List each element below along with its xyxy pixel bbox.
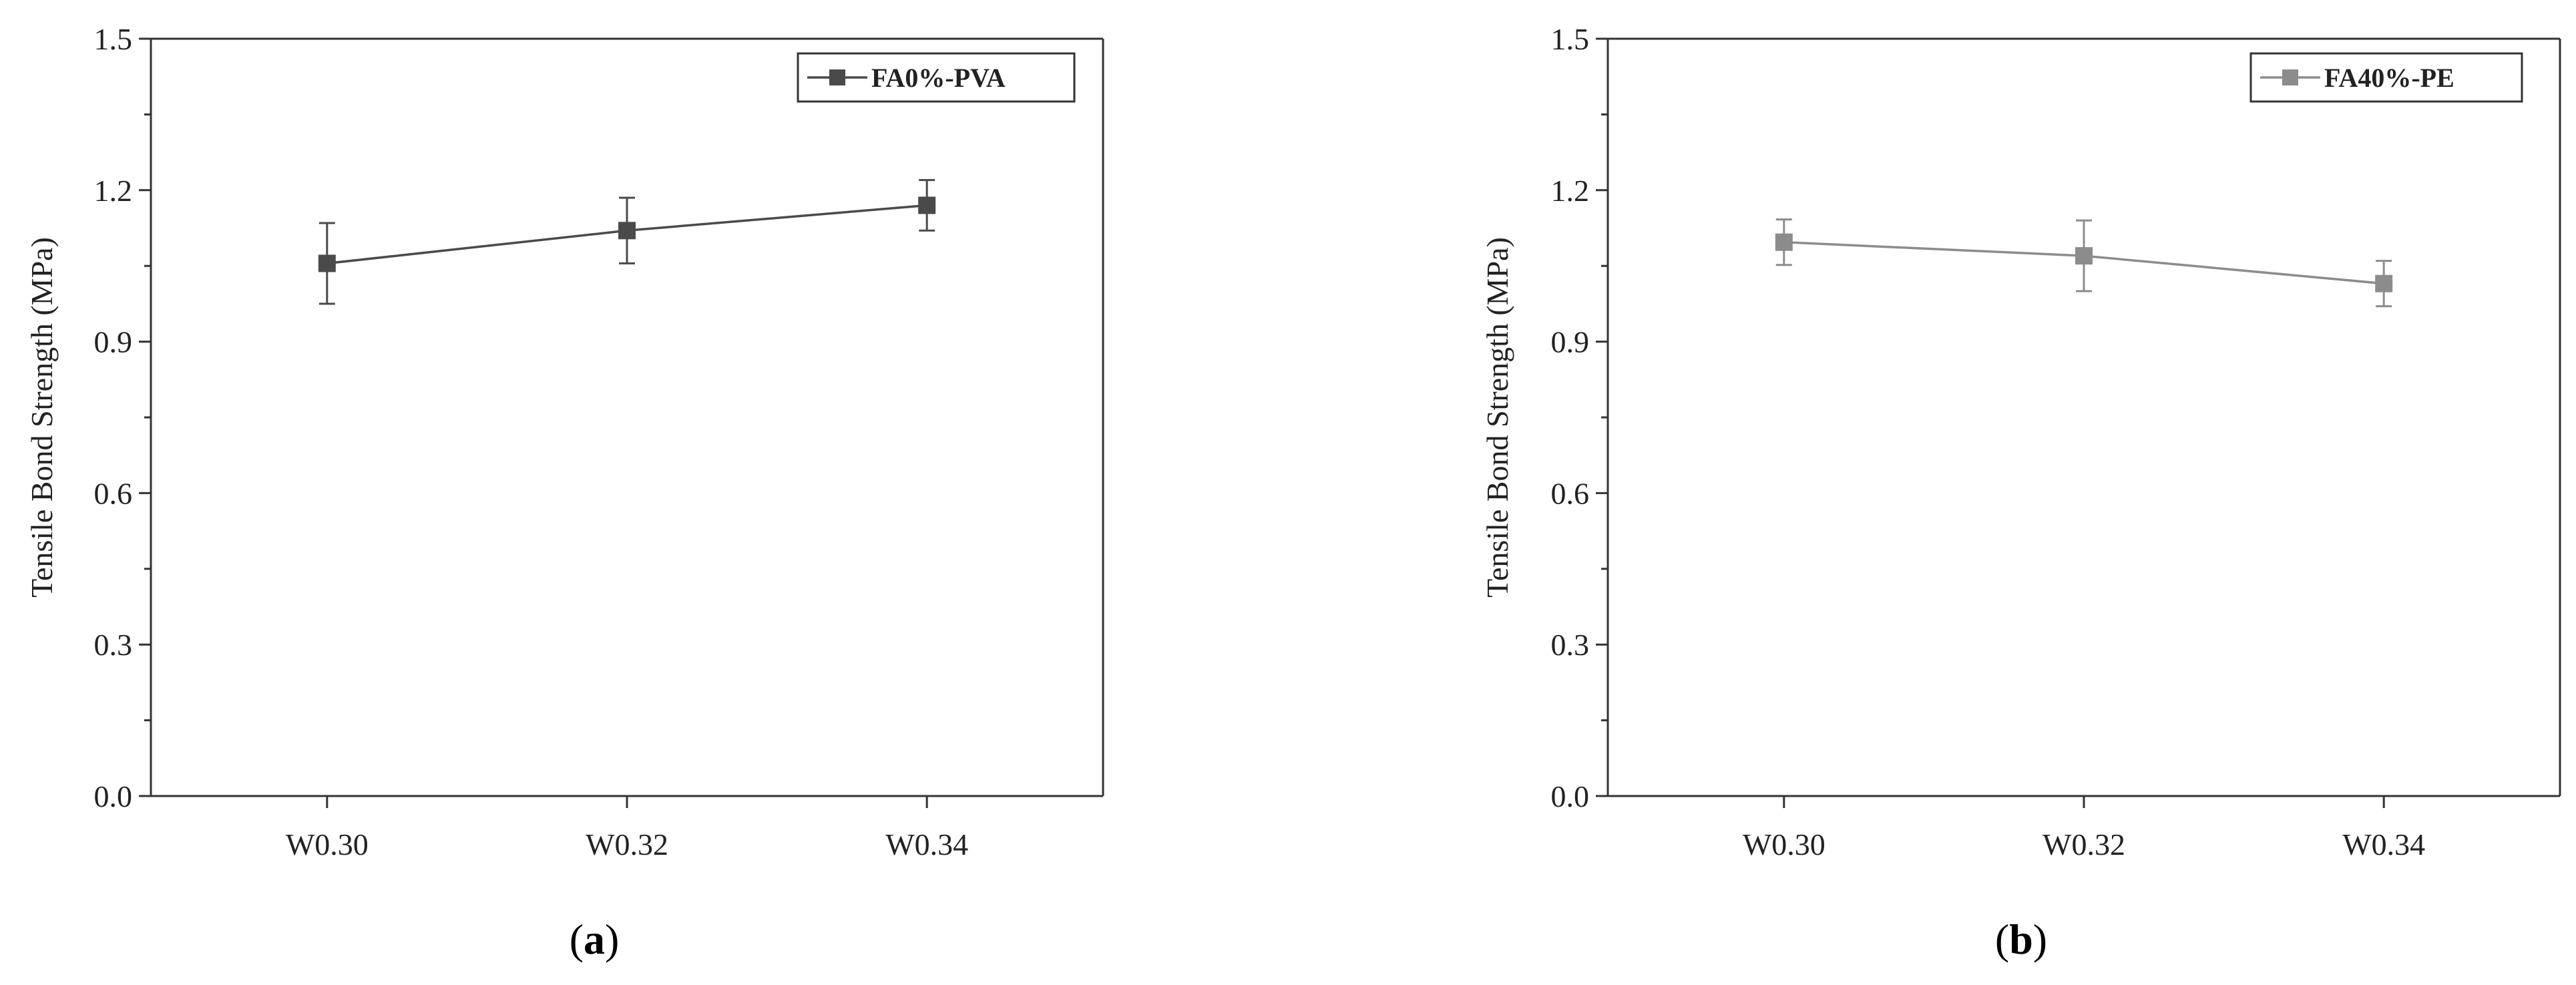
legend-marker bbox=[829, 69, 845, 85]
x-tick-label: W0.34 bbox=[2342, 827, 2425, 861]
chart-panel-a: 0.0 0.3 0.6 0.9 1.2 1.5 W0.30 W0.32 W0.34 Tensile… bbox=[25, 22, 1104, 963]
y-tick-label: 1.2 bbox=[1551, 174, 1590, 208]
y-tick-label: 0.0 bbox=[94, 779, 133, 813]
data-point bbox=[2075, 247, 2093, 265]
chart-panel-b: 0.0 0.3 0.6 0.9 1.2 1.5 W0.30 W0.32 W0.34 Tensile… bbox=[1480, 22, 2561, 963]
y-tick-label: 1.5 bbox=[1551, 22, 1590, 56]
data-point bbox=[1775, 233, 1793, 251]
y-tick-label: 1.2 bbox=[94, 174, 133, 208]
panel-caption: (b) bbox=[1995, 916, 2047, 963]
panel-caption-letter: a bbox=[584, 916, 605, 963]
data-point bbox=[918, 196, 936, 214]
y-tick-label: 0.9 bbox=[1551, 325, 1590, 359]
y-tick-label: 0.6 bbox=[94, 476, 133, 510]
y-tick-label: 0.0 bbox=[1551, 779, 1590, 813]
x-tick-label: W0.32 bbox=[586, 827, 668, 861]
legend-marker bbox=[2282, 69, 2298, 85]
x-tick-label: W0.34 bbox=[885, 827, 968, 861]
panel-caption-letter: b bbox=[2009, 916, 2033, 963]
x-tick-label: W0.30 bbox=[286, 827, 369, 861]
y-tick-label: 0.9 bbox=[94, 325, 133, 359]
y-axis-title: Tensile Bond Strength (MPa) bbox=[1480, 237, 1514, 598]
y-tick-label: 0.3 bbox=[1551, 628, 1590, 662]
x-tick-label: W0.32 bbox=[2043, 827, 2125, 861]
x-tick-label: W0.30 bbox=[1743, 827, 1826, 861]
y-axis-title: Tensile Bond Strength (MPa) bbox=[25, 237, 59, 598]
panel-caption: (a) bbox=[570, 916, 620, 963]
data-point bbox=[2375, 274, 2393, 292]
y-tick-label: 0.6 bbox=[1551, 476, 1590, 510]
legend-label: FA0%-PVA bbox=[871, 63, 1006, 93]
data-point bbox=[318, 254, 336, 272]
y-tick-label: 1.5 bbox=[94, 22, 133, 56]
legend-label: FA40%-PE bbox=[2324, 63, 2454, 93]
data-point bbox=[618, 222, 636, 240]
y-tick-label: 0.3 bbox=[94, 628, 133, 662]
